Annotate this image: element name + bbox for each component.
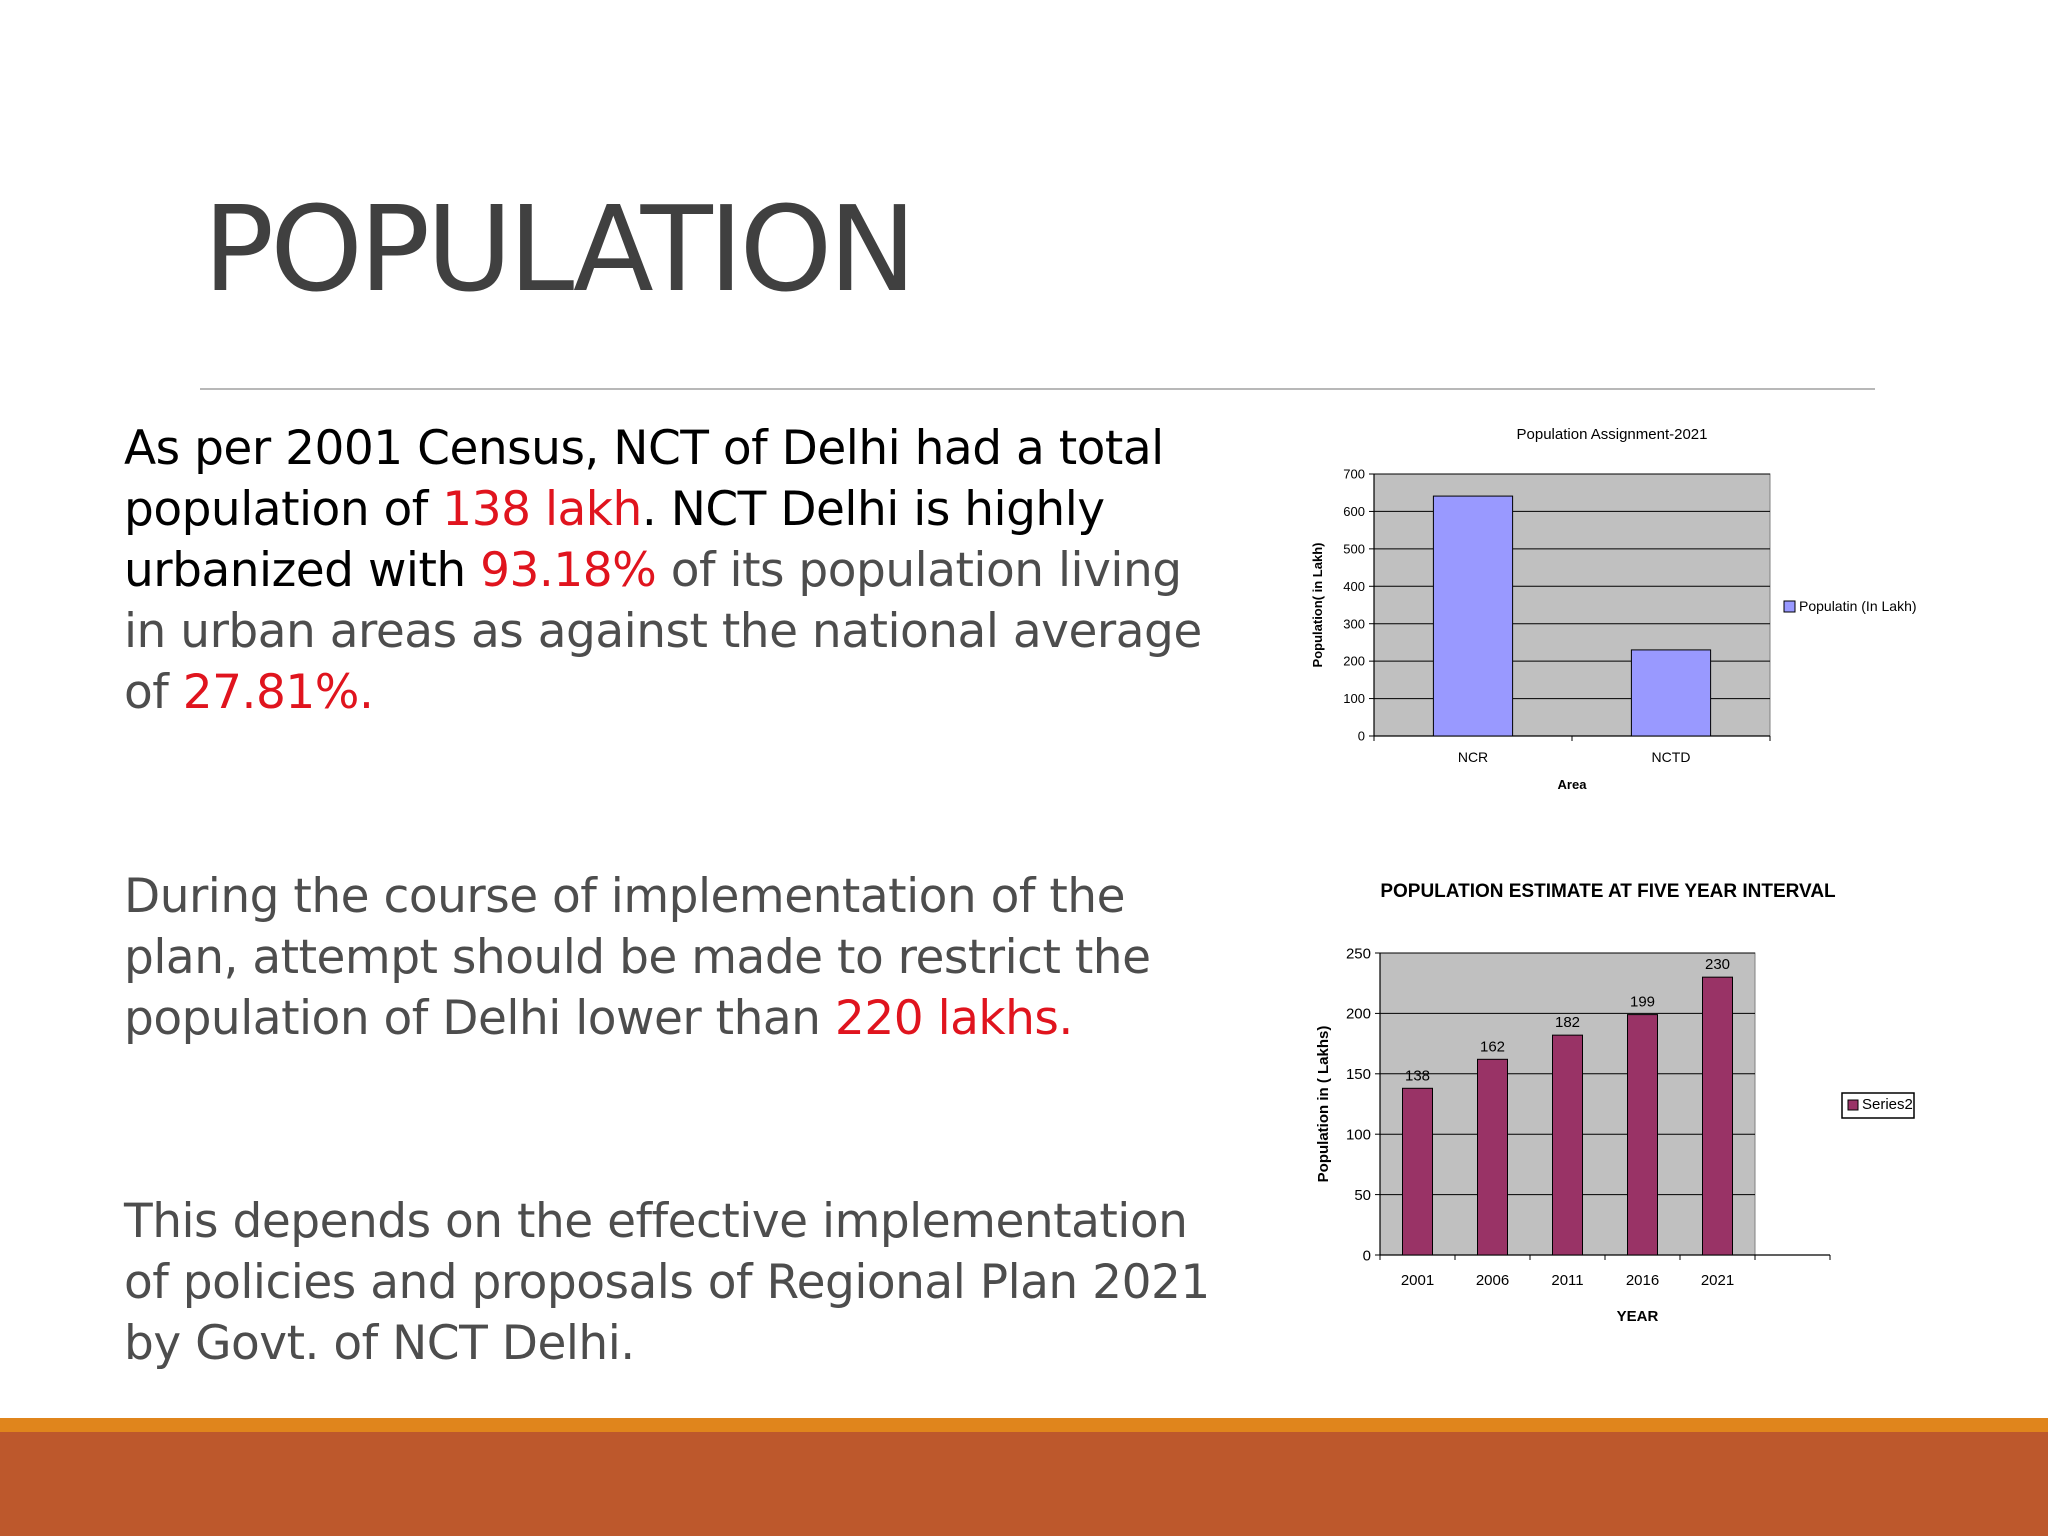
bar [1627, 1014, 1658, 1256]
x-category-label: 2006 [1476, 1272, 1509, 1289]
slide-title: POPULATION [203, 180, 917, 318]
y-tick-label: 700 [1343, 467, 1365, 482]
y-tick-label: 0 [1358, 729, 1365, 744]
y-tick-label: 250 [1346, 945, 1371, 962]
x-axis-title: YEAR [1617, 1308, 1659, 1325]
y-tick-label: 100 [1343, 691, 1365, 706]
national-average-highlight: 27.81%. [182, 665, 374, 720]
y-tick-label: 500 [1343, 541, 1365, 556]
y-tick-label: 200 [1343, 654, 1365, 669]
x-category-label: 2016 [1626, 1272, 1659, 1289]
y-tick-label: 600 [1343, 504, 1365, 519]
census-text-2: . NCT Delhi is highly urbanized with [124, 482, 1105, 598]
census-paragraph: As per 2001 Census, NCT of Delhi had a t… [124, 418, 1234, 723]
legend-swatch [1783, 600, 1796, 613]
population-limit-highlight: 220 lakhs. [834, 991, 1073, 1046]
legend-label: Series2 [1862, 1096, 1913, 1113]
footer-stripe [0, 1418, 2048, 1432]
bar [1402, 1087, 1433, 1256]
data-label: 162 [1480, 1038, 1505, 1055]
restriction-text: During the course of implementation of t… [124, 869, 1151, 1046]
footer-band [0, 1432, 2048, 1536]
y-tick-label: 150 [1346, 1066, 1371, 1083]
bar [1552, 1034, 1583, 1256]
x-category-label: NCTD [1652, 749, 1691, 765]
y-axis-title: Population in ( Lakhs) [1315, 1026, 1332, 1183]
policy-text: This depends on the effective implementa… [124, 1194, 1210, 1371]
chart-title: POPULATION ESTIMATE AT FIVE YEAR INTERVA… [1380, 881, 1836, 902]
x-category-label: 2001 [1401, 1272, 1434, 1289]
chart-title: Population Assignment-2021 [1517, 426, 1708, 443]
x-axis-title: Area [1558, 777, 1588, 792]
population-estimate-chart: POPULATION ESTIMATE AT FIVE YEAR INTERVA… [1300, 870, 1940, 1330]
bar [1477, 1058, 1508, 1256]
legend-swatch [1847, 1099, 1859, 1111]
population-assignment-chart: Population Assignment-2021 0 100 200 300 400 5… [1300, 415, 1940, 810]
y-tick-label: 100 [1346, 1126, 1371, 1143]
census-text-3: of its population living in urban areas … [124, 543, 1202, 720]
y-tick-label: 200 [1346, 1006, 1371, 1023]
title-divider [200, 388, 1875, 390]
population-estimate-svg: POPULATION ESTIMATE AT FIVE YEAR INTERVA… [1315, 881, 1915, 1325]
x-category-label: 2011 [1551, 1272, 1583, 1289]
bar [1630, 649, 1712, 737]
data-label: 230 [1705, 956, 1730, 973]
census-text-1: As per 2001 Census, NCT of Delhi had a t… [124, 421, 1164, 537]
data-label: 182 [1555, 1014, 1580, 1031]
y-tick-label: 400 [1343, 579, 1365, 594]
population-assignment-svg: Population Assignment-2021 0 100 200 300 400 5… [1310, 426, 1917, 792]
total-population-highlight: 138 lakh [442, 482, 642, 537]
y-tick-label: 300 [1343, 616, 1365, 631]
y-tick-label: 0 [1363, 1247, 1371, 1264]
bar [1702, 976, 1733, 1256]
y-axis-title: Population( in Lakh) [1310, 543, 1325, 668]
urban-percent-highlight: 93.18% [480, 543, 657, 598]
x-category-label: NCR [1458, 749, 1488, 765]
bar [1432, 495, 1514, 737]
data-label: 138 [1405, 1067, 1430, 1084]
policy-paragraph: This depends on the effective implementa… [124, 1191, 1234, 1374]
x-category-label: 2021 [1701, 1272, 1734, 1289]
legend-label: Populatin (In Lakh) [1799, 598, 1917, 614]
restriction-paragraph: During the course of implementation of t… [124, 866, 1234, 1049]
data-label: 199 [1630, 994, 1655, 1011]
y-tick-label: 50 [1354, 1187, 1371, 1204]
